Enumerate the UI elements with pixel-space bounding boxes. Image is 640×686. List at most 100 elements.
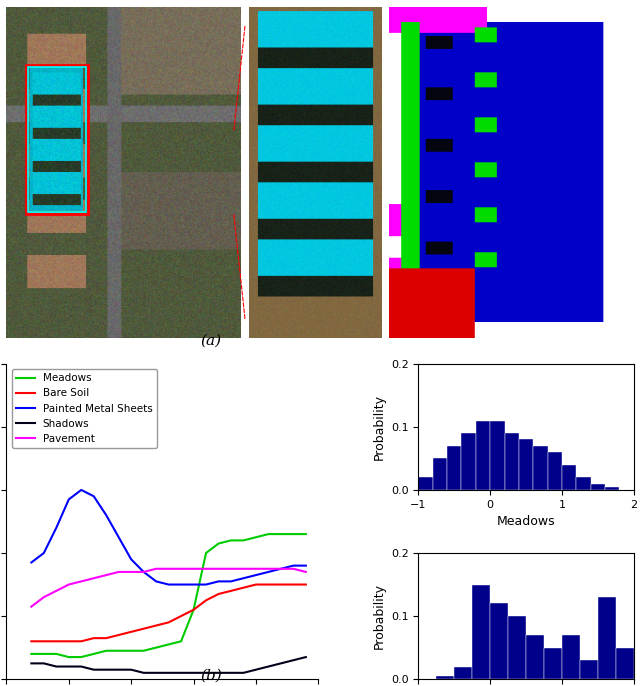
Shadows [214,669,222,677]
Shadows [90,665,97,674]
Painted Metal Sheets [40,549,47,557]
Bare Soil [77,637,85,646]
Shadows [227,669,235,677]
Bar [580,660,598,679]
Y-axis label: Probability: Probability [372,583,385,649]
Meadows [28,650,35,658]
Line: Bare Soil: Bare Soil [31,584,306,641]
Meadows [227,536,235,545]
Bar [616,648,634,679]
Pavement [214,565,222,573]
Y-axis label: Probability: Probability [372,394,385,460]
Pavement [289,565,297,573]
Meadows [214,539,222,547]
Meadows [264,530,272,539]
Shadows [252,665,260,674]
Shadows [52,663,60,671]
Pavement [239,565,247,573]
Bar [433,458,447,490]
Meadows [177,637,185,646]
Pavement [164,565,172,573]
Bare Soil [28,637,35,646]
Painted Metal Sheets [28,558,35,567]
Pavement [127,568,135,576]
Painted Metal Sheets [65,495,72,504]
Bar [519,440,533,490]
Meadows [140,647,147,655]
Meadows [77,653,85,661]
Pavement [140,568,147,576]
Bare Soil [289,580,297,589]
Painted Metal Sheets [239,574,247,582]
Bare Soil [177,612,185,620]
Shadows [277,659,285,667]
Bar [526,635,544,679]
Shadows [115,665,122,674]
Bare Soil [227,587,235,595]
X-axis label: Meadows: Meadows [497,515,556,528]
Pavement [277,565,285,573]
Bar [562,635,580,679]
Pavement [28,602,35,611]
Meadows [189,606,197,614]
Pavement [65,580,72,589]
Text: (b): (b) [200,669,222,683]
Bar [447,446,461,490]
Bare Soil [252,580,260,589]
Painted Metal Sheets [115,533,122,541]
Meadows [152,643,160,652]
Shadows [289,656,297,664]
Pavement [189,565,197,573]
Painted Metal Sheets [102,511,110,519]
Pavement [252,565,260,573]
Painted Metal Sheets [227,578,235,586]
Painted Metal Sheets [140,568,147,576]
Pavement [90,574,97,582]
Shadows [127,665,135,674]
Meadows [289,530,297,539]
Bare Soil [202,596,210,604]
Shadows [65,663,72,671]
Bar [562,464,576,490]
Bare Soil [52,637,60,646]
Bar [476,421,490,490]
Shadows [177,669,185,677]
Painted Metal Sheets [214,578,222,586]
Bare Soil [115,631,122,639]
Meadows [202,549,210,557]
Painted Metal Sheets [302,562,310,570]
Painted Metal Sheets [152,578,160,586]
Shadows [77,663,85,671]
Painted Metal Sheets [202,580,210,589]
Painted Metal Sheets [177,580,185,589]
Bare Soil [65,637,72,646]
Bar [605,487,620,490]
Bar [28,67,86,211]
Painted Metal Sheets [264,568,272,576]
Painted Metal Sheets [277,565,285,573]
Pavement [177,565,185,573]
Bar [598,597,616,679]
Bar [548,452,562,490]
Meadows [302,530,310,539]
Bar [419,477,433,490]
Shadows [189,669,197,677]
Shadows [40,659,47,667]
Legend: Meadows, Bare Soil, Painted Metal Sheets, Shadows, Pavement: Meadows, Bare Soil, Painted Metal Sheets… [12,369,157,448]
Painted Metal Sheets [164,580,172,589]
Shadows [140,669,147,677]
Pavement [264,565,272,573]
Line: Shadows: Shadows [31,657,306,673]
Painted Metal Sheets [127,555,135,563]
Meadows [277,530,285,539]
Bar [576,477,591,490]
Bare Soil [152,622,160,630]
Pavement [40,593,47,601]
Painted Metal Sheets [90,492,97,500]
Shadows [152,669,160,677]
Bar [533,446,548,490]
Pavement [202,565,210,573]
Bare Soil [302,580,310,589]
Bare Soil [264,580,272,589]
Bare Soil [189,606,197,614]
